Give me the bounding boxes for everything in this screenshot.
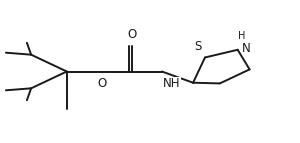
- Text: S: S: [194, 40, 201, 53]
- Text: N: N: [242, 42, 251, 55]
- Text: H: H: [238, 31, 246, 41]
- Text: O: O: [98, 77, 107, 90]
- Text: O: O: [128, 28, 137, 41]
- Text: NH: NH: [164, 77, 181, 90]
